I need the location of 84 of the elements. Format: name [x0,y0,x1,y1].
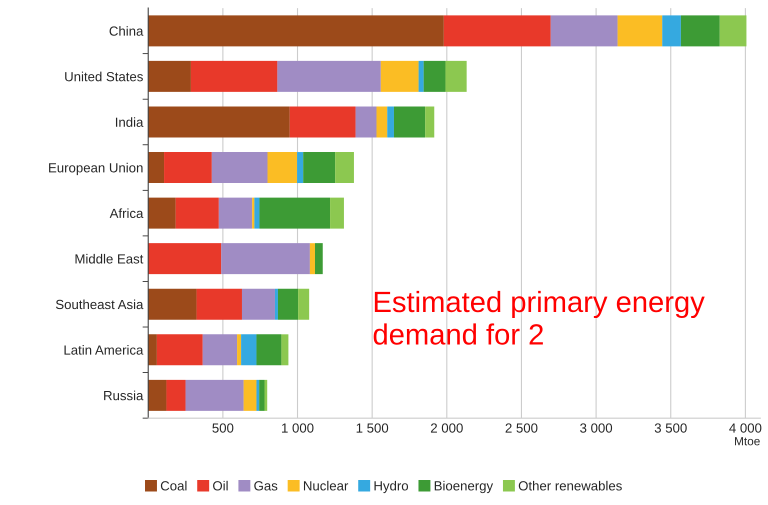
x-tick-label: 3 000 [580,423,612,433]
y-tick-label: European Union [49,162,143,176]
bar [221,243,310,274]
bar [444,15,551,46]
bar [212,152,268,184]
bar [298,288,310,320]
bar [148,15,444,46]
bar [241,334,256,366]
y-tick-label: China [110,26,144,36]
bar [277,60,381,92]
bar [662,15,681,46]
bar [618,15,662,46]
legend-label: Other renewables [518,480,622,491]
x-tick-label: 2 000 [430,423,463,433]
x-tick-label: 1 500 [356,423,388,433]
y-tick-label: United States [65,72,143,82]
y-tick-label: Southeast Asia [56,299,144,310]
bar [259,380,265,411]
bar [148,60,191,92]
bar [418,60,424,92]
bar [380,60,419,92]
bar [218,198,252,229]
bar [281,334,288,366]
bar [242,288,275,320]
bar [445,60,467,92]
legend-label: Bioenergy [434,480,494,494]
bar [148,288,197,320]
bar [297,152,304,184]
bar [314,243,323,274]
bar [268,152,298,184]
bar [254,198,260,229]
bar [335,152,354,184]
bar [148,152,164,184]
bar [264,380,268,411]
bar [424,60,446,92]
bar [196,288,242,320]
bar [680,15,720,46]
x-tick-label: 4 000 [729,423,762,433]
x-tick-label: 3 500 [654,423,687,433]
legend-label: Hydro [374,480,408,494]
x-tick-label: 500 [212,423,234,433]
bar [330,198,344,229]
bar [394,106,426,138]
y-tick-label: Middle East [76,254,144,264]
bar [244,380,256,411]
bar [156,334,203,366]
bar [310,243,315,274]
legend-label: Gas [254,481,278,491]
bar [148,106,290,138]
bar [237,334,242,366]
bar [376,106,388,138]
bar [290,106,356,138]
legend-label: Coal [160,480,186,491]
bar [256,380,260,411]
bar [148,334,157,366]
bar [166,380,186,411]
y-tick-label: Africa [110,208,144,218]
bar [356,106,376,138]
x-tick-label: 1 000 [282,423,314,433]
bar [176,198,219,229]
bar [259,198,330,229]
bar [278,288,298,320]
y-tick-label: India [116,117,144,127]
bar [148,198,176,229]
bar [148,243,222,274]
bar [720,15,746,46]
bar [202,334,238,366]
bar [256,334,282,366]
bar [164,152,212,184]
annotation: Estimated primary energy demand for 2 [374,290,705,345]
y-tick-label: Latin America [64,345,144,355]
legend-label: Oil [213,480,228,491]
legend-label: Nuclear [304,480,348,491]
bar [425,106,434,138]
bar [274,288,278,320]
x-tick-label: 2 500 [506,423,538,433]
y-tick-label: Russia [104,390,144,400]
bar [387,106,394,138]
bar [190,60,278,92]
bar [148,380,166,411]
x-axis-title: Mtoe [735,437,760,446]
bar [550,15,618,46]
bar [186,380,244,411]
bar [303,152,336,184]
